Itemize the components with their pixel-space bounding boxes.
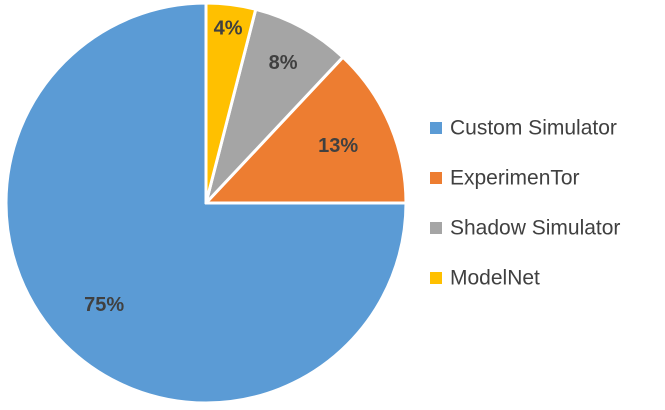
legend-item-experimentor: ExperimenTor: [430, 167, 580, 190]
pie-slice-modelnet: [204, 1, 258, 205]
pie-data-labels: 75% 13% 8% 4%: [84, 17, 358, 315]
legend-label: ExperimenTor: [450, 167, 580, 190]
legend-item-shadow-simulator: Shadow Simulator: [430, 217, 620, 240]
legend-swatch: [430, 272, 442, 284]
legend: Custom Simulator ExperimenTor Shadow Simul…: [430, 117, 620, 290]
pie-slice-shadow-simulator: [204, 7, 345, 205]
pie-slice-custom-simulator: [4, 1, 408, 405]
data-label-modelnet: 4%: [214, 17, 243, 39]
legend-item-modelnet: ModelNet: [430, 267, 540, 290]
legend-swatch: [430, 122, 442, 134]
legend-swatch: [430, 222, 442, 234]
data-label-experimentor: 13%: [318, 135, 358, 157]
data-label-custom-simulator: 75%: [84, 294, 124, 316]
legend-label: Shadow Simulator: [450, 217, 620, 240]
legend-label: ModelNet: [450, 267, 540, 290]
legend-item-custom-simulator: Custom Simulator: [430, 117, 617, 140]
pie-slice-experimentor: [204, 55, 408, 205]
legend-swatch: [430, 172, 442, 184]
data-label-shadow-simulator: 8%: [269, 52, 298, 74]
legend-label: Custom Simulator: [450, 117, 617, 140]
pie-slices: [4, 1, 408, 405]
